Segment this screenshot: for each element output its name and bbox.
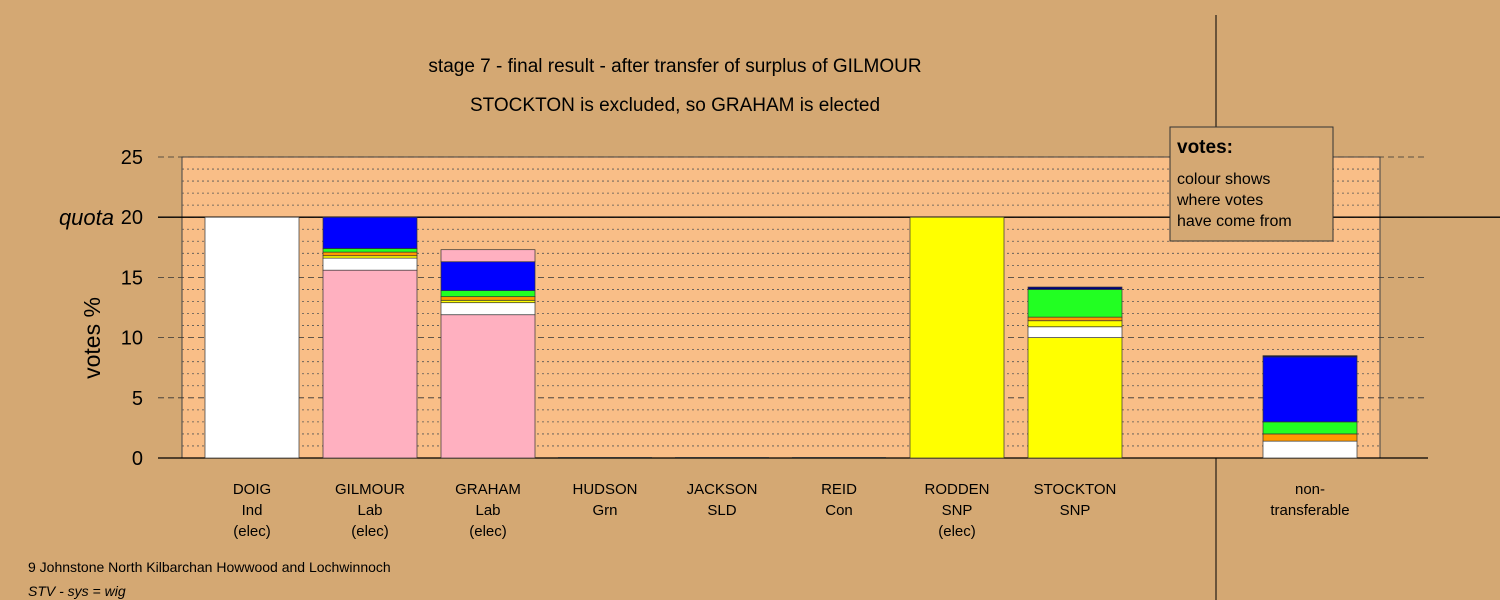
bar-segment [1262, 440, 1358, 459]
bar-segment [1027, 316, 1123, 322]
legend-line: colour shows [1177, 171, 1270, 188]
bar-segment [322, 269, 418, 459]
bar-segment [440, 249, 536, 263]
y-axis-label: votes % [79, 297, 105, 379]
x-tick-label: Grn [592, 502, 617, 519]
x-tick-label: GRAHAM [455, 481, 521, 498]
bar-segment [1262, 355, 1358, 358]
chart-subtitle: STOCKTON is excluded, so GRAHAM is elect… [470, 95, 880, 116]
footer-constituency: 9 Johnstone North Kilbarchan Howwood and… [28, 559, 391, 575]
bar-segment [440, 299, 536, 304]
bar-segment [440, 296, 536, 301]
x-tick-label: non- [1295, 481, 1325, 498]
y-tick-label: 10 [121, 328, 143, 350]
bar-segment [1262, 433, 1358, 442]
x-tick-label: (elec) [938, 523, 976, 540]
x-tick-label: SNP [1060, 502, 1091, 519]
bar-segment [1027, 337, 1123, 459]
x-tick-label: GILMOUR [335, 481, 405, 498]
legend-title: votes: [1177, 137, 1233, 158]
x-tick-label: (elec) [351, 523, 389, 540]
bar-segment [322, 216, 418, 249]
bar-segment [440, 261, 536, 291]
quota-label: quota [59, 205, 114, 230]
x-tick-label: transferable [1270, 502, 1349, 519]
y-tick-label: 5 [132, 388, 143, 410]
bar-segment [1027, 289, 1123, 318]
x-tick-label: RODDEN [924, 481, 989, 498]
legend-line: where votes [1176, 192, 1263, 209]
bar-segment [322, 257, 418, 271]
bar-segment [204, 216, 300, 459]
x-tick-label: (elec) [469, 523, 507, 540]
bar-segment [440, 290, 536, 298]
x-tick-label: Con [825, 502, 853, 519]
x-tick-label: REID [821, 481, 857, 498]
bar-segment [1027, 326, 1123, 338]
legend-box [1169, 126, 1334, 242]
bar-segment [1027, 286, 1123, 290]
x-tick-label: Ind [242, 502, 263, 519]
x-tick-label: STOCKTON [1034, 481, 1117, 498]
x-tick-label: Lab [357, 502, 382, 519]
bar-segment [1027, 320, 1123, 328]
x-tick-label: HUDSON [572, 481, 637, 498]
legend: votes: colour shows where votes have com… [1169, 126, 1334, 242]
bar-segment [1262, 356, 1358, 423]
x-tick-label: SNP [942, 502, 973, 519]
legend-line: have come from [1177, 213, 1292, 230]
bar-segment [440, 302, 536, 316]
bar-segment [1262, 421, 1358, 435]
bar-segment [322, 251, 418, 257]
y-tick-label: 20 [121, 207, 143, 229]
x-tick-label: JACKSON [687, 481, 758, 498]
x-tick-label: (elec) [233, 523, 271, 540]
x-tick-label: SLD [707, 502, 736, 519]
footer-system: STV - sys = wig [28, 583, 126, 599]
bar-segment [322, 248, 418, 253]
chart-title: stage 7 - final result - after transfer … [428, 56, 921, 77]
bar-segment [440, 314, 536, 459]
y-tick-label: 25 [121, 147, 143, 169]
bar-segment [909, 216, 1005, 459]
y-tick-label: 15 [121, 267, 143, 289]
bar-segment [322, 255, 418, 259]
x-tick-label: DOIG [233, 481, 271, 498]
x-tick-label: Lab [475, 502, 500, 519]
y-tick-label: 0 [132, 448, 143, 470]
